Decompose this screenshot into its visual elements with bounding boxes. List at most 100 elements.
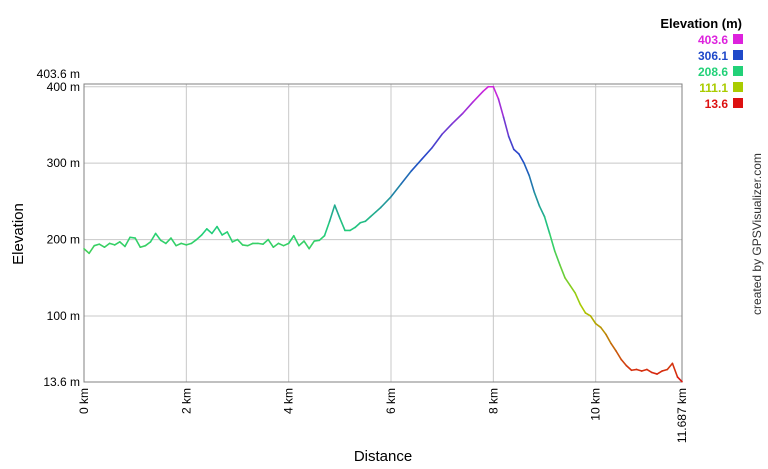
profile-segment <box>472 90 484 103</box>
profile-segment <box>589 315 597 325</box>
grid-layer <box>84 84 682 382</box>
profile-segment <box>231 238 239 243</box>
profile-segment <box>211 225 218 235</box>
profile-segment <box>640 368 648 372</box>
y-tick-label: 100 m <box>47 309 80 323</box>
profile-segment <box>277 242 285 247</box>
profile-segment <box>599 326 607 336</box>
profile-segment <box>420 147 433 161</box>
profile-segment <box>359 220 367 224</box>
legend-item-label: 403.6 <box>698 33 728 47</box>
profile-segment <box>170 237 177 247</box>
profile-segment <box>502 116 510 138</box>
profile-segment <box>323 220 331 237</box>
profile-segment <box>564 276 571 287</box>
x-tick-label: 11.687 km <box>675 388 689 443</box>
legend-items: 403.6 306.1 208.6 111.1 13.6 <box>698 33 743 111</box>
profile-segment <box>492 85 500 100</box>
profile-segment <box>400 170 413 185</box>
profile-segment <box>241 244 249 247</box>
profile-segment <box>548 232 556 252</box>
profile-segment <box>139 244 147 249</box>
profile-segment <box>528 174 536 193</box>
profile-segment <box>518 153 525 164</box>
profile-segment <box>349 226 356 232</box>
legend-swatch <box>733 50 743 60</box>
profile-segment <box>441 122 454 135</box>
profile-segment <box>257 242 264 245</box>
profile-segment <box>216 225 223 236</box>
profile-segment <box>574 292 582 306</box>
profile-segment <box>538 205 546 218</box>
legend-item-label: 208.6 <box>698 65 728 79</box>
profile-segment <box>287 234 295 245</box>
profile-segment <box>292 234 300 247</box>
x-tick-label: 6 km <box>384 388 398 414</box>
profile-segment <box>103 242 111 249</box>
legend-title: Elevation (m) <box>660 16 742 31</box>
profile-segment <box>328 204 336 223</box>
profile-segment <box>451 112 464 125</box>
profile-segment <box>236 238 244 246</box>
profile-segment <box>190 238 198 245</box>
profile-segment <box>154 232 162 242</box>
plot-frame <box>83 83 683 383</box>
profile-segment <box>646 368 653 374</box>
profile-segment <box>124 236 131 248</box>
profile-segment <box>671 362 679 378</box>
legend-swatch <box>733 34 743 44</box>
profile-segment <box>379 195 392 209</box>
profile-segment <box>569 284 577 294</box>
profile-segment <box>267 238 275 249</box>
profile-segment <box>354 221 362 229</box>
profile-segment <box>180 242 188 246</box>
profile-segment <box>175 242 183 247</box>
profile-segment <box>308 240 316 250</box>
profile-segment <box>313 239 321 242</box>
legend-swatch <box>733 66 743 76</box>
x-tick-label: 2 km <box>179 388 193 414</box>
profile-segment <box>165 237 172 245</box>
profile-segment <box>431 133 443 149</box>
profile-segment <box>226 231 234 243</box>
profile-segment <box>113 241 121 246</box>
profile-segment <box>221 231 229 236</box>
profile-segment <box>119 241 126 248</box>
profile-segment <box>298 240 305 247</box>
profile-segment <box>262 238 270 245</box>
y-tick-label: 200 m <box>47 233 80 247</box>
profile-segment <box>83 247 90 255</box>
profile-segment <box>482 85 490 93</box>
profile-segment <box>108 242 116 246</box>
profile-segment <box>303 240 310 250</box>
profile-segment <box>661 368 669 372</box>
profile-segment <box>533 191 541 207</box>
profile-segment <box>200 228 208 236</box>
profile-segment <box>676 376 683 383</box>
x-tick-label: 0 km <box>77 388 91 414</box>
profile-segment <box>159 239 167 245</box>
legend-item-label: 13.6 <box>705 97 729 111</box>
profile-segment <box>272 242 280 249</box>
y-tick-label: 403.6 m <box>37 67 80 81</box>
x-tick-label: 4 km <box>282 388 296 414</box>
profile-segment <box>559 263 566 279</box>
profile-segment <box>620 358 628 367</box>
profile-segment <box>461 101 474 115</box>
profile-segment <box>149 232 157 243</box>
profile-segment <box>543 215 551 235</box>
profile-segment <box>507 135 515 151</box>
legend-item-label: 306.1 <box>698 49 728 63</box>
profile-segment <box>339 217 346 232</box>
profile-segment <box>594 322 602 329</box>
profile-segment <box>246 242 254 247</box>
profile-segment <box>635 368 643 372</box>
profile-segment <box>144 241 152 247</box>
profile-segment <box>584 312 592 317</box>
profile-segment <box>98 243 106 249</box>
profile-segment <box>93 243 101 247</box>
profile-segment <box>390 182 403 198</box>
legend-item-label: 111.1 <box>699 81 728 95</box>
profile-segment <box>630 368 638 372</box>
